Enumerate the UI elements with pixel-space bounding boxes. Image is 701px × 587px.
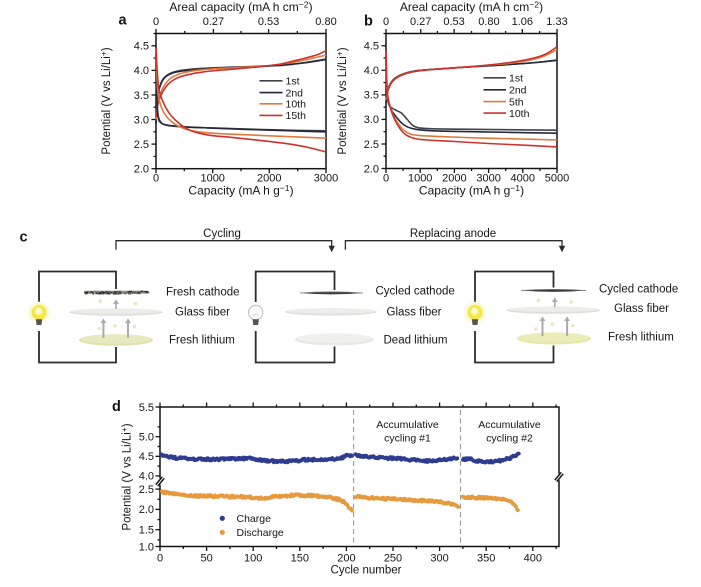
svg-text:10th: 10th: [509, 108, 530, 120]
svg-text:10th: 10th: [286, 99, 307, 111]
svg-text:Potential (V vs Li/Li+): Potential (V vs Li/Li+): [335, 47, 350, 154]
svg-text:1.5: 1.5: [139, 525, 154, 537]
svg-text:Accumulative: Accumulative: [376, 419, 439, 431]
svg-text:0.53: 0.53: [443, 16, 464, 28]
svg-text:Capacity (mA h g−1): Capacity (mA h g−1): [419, 183, 524, 198]
svg-text:Fresh lithium: Fresh lithium: [169, 335, 235, 347]
svg-text:2.5: 2.5: [364, 139, 379, 151]
svg-text:150: 150: [291, 553, 309, 565]
svg-text:0: 0: [157, 553, 163, 565]
svg-text:0: 0: [153, 16, 159, 28]
svg-text:4000: 4000: [511, 172, 535, 184]
svg-text:Potential (V vs Li/Li+): Potential (V vs Li/Li+): [119, 423, 134, 530]
svg-text:1st: 1st: [286, 76, 300, 88]
svg-text:4.5: 4.5: [134, 41, 149, 53]
svg-text:c: c: [20, 230, 28, 246]
svg-text:250: 250: [384, 553, 402, 565]
svg-text:Areal capacity (mA h cm−2): Areal capacity (mA h cm−2): [169, 0, 312, 14]
svg-text:3.0: 3.0: [134, 114, 149, 126]
svg-text:Dead lithium: Dead lithium: [384, 335, 448, 347]
svg-text:100: 100: [244, 553, 262, 565]
svg-text:b: b: [364, 14, 373, 30]
svg-text:Glass fiber: Glass fiber: [614, 303, 669, 315]
svg-text:2000: 2000: [442, 172, 466, 184]
svg-text:3000: 3000: [314, 173, 338, 185]
svg-text:4.0: 4.0: [364, 65, 379, 77]
svg-text:2.5: 2.5: [139, 484, 154, 496]
svg-text:2000: 2000: [257, 173, 281, 185]
svg-text:Cycled cathode: Cycled cathode: [376, 286, 455, 298]
svg-text:400: 400: [524, 553, 542, 565]
svg-text:0: 0: [383, 16, 389, 28]
svg-text:1000: 1000: [200, 173, 224, 185]
svg-text:350: 350: [477, 553, 495, 565]
svg-text:50: 50: [200, 553, 212, 565]
svg-text:Cycled cathode: Cycled cathode: [599, 284, 678, 296]
svg-text:1000: 1000: [408, 172, 432, 184]
svg-text:3000: 3000: [476, 172, 500, 184]
svg-text:Potential (V vs Li/Li+): Potential (V vs Li/Li+): [99, 47, 114, 154]
svg-text:Fresh cathode: Fresh cathode: [166, 287, 240, 299]
svg-text:d: d: [112, 399, 121, 415]
svg-text:cycling #2: cycling #2: [486, 433, 533, 445]
svg-text:2nd: 2nd: [286, 87, 304, 99]
svg-text:Replacing anode: Replacing anode: [410, 228, 496, 240]
svg-text:300: 300: [430, 553, 448, 565]
svg-text:2.0: 2.0: [134, 164, 149, 176]
svg-text:1.06: 1.06: [512, 16, 533, 28]
svg-text:15th: 15th: [286, 110, 307, 122]
svg-text:4.5: 4.5: [364, 41, 379, 53]
svg-text:Charge: Charge: [237, 513, 272, 525]
svg-text:2.0: 2.0: [139, 504, 154, 516]
svg-text:2.5: 2.5: [134, 139, 149, 151]
svg-text:Accumulative: Accumulative: [478, 419, 541, 431]
svg-text:5.0: 5.0: [139, 432, 154, 444]
svg-text:5.5: 5.5: [139, 402, 154, 414]
svg-text:Fresh lithium: Fresh lithium: [608, 332, 674, 344]
svg-text:0.27: 0.27: [410, 16, 431, 28]
svg-text:Areal capacity (mA h cm−2): Areal capacity (mA h cm−2): [400, 0, 543, 14]
svg-text:Discharge: Discharge: [237, 527, 284, 539]
svg-text:200: 200: [337, 553, 355, 565]
svg-text:5th: 5th: [509, 96, 524, 108]
svg-text:2.0: 2.0: [364, 163, 379, 175]
svg-text:5000: 5000: [545, 172, 569, 184]
svg-text:0: 0: [153, 173, 159, 185]
svg-text:Cycling: Cycling: [203, 228, 241, 240]
svg-text:0.80: 0.80: [478, 16, 499, 28]
svg-text:1.33: 1.33: [546, 16, 567, 28]
svg-text:Capacity (mA h g−1): Capacity (mA h g−1): [188, 183, 293, 198]
svg-text:3.5: 3.5: [364, 90, 379, 102]
svg-text:4.0: 4.0: [134, 65, 149, 77]
svg-text:Glass fiber: Glass fiber: [175, 307, 230, 319]
svg-text:3.5: 3.5: [134, 90, 149, 102]
svg-text:2nd: 2nd: [509, 85, 527, 97]
svg-text:1.0: 1.0: [139, 541, 154, 553]
svg-text:0: 0: [383, 172, 389, 184]
svg-text:4.5: 4.5: [139, 451, 154, 463]
svg-text:Glass fiber: Glass fiber: [387, 307, 442, 319]
svg-text:3.0: 3.0: [364, 114, 379, 126]
svg-text:a: a: [119, 13, 128, 29]
svg-text:cycling #1: cycling #1: [384, 433, 431, 445]
svg-text:1st: 1st: [509, 73, 523, 85]
svg-text:0.80: 0.80: [315, 16, 336, 28]
svg-text:4.0: 4.0: [139, 471, 154, 483]
svg-text:Cycle number: Cycle number: [331, 565, 402, 577]
svg-text:0.53: 0.53: [258, 16, 279, 28]
svg-text:0.27: 0.27: [203, 16, 224, 28]
